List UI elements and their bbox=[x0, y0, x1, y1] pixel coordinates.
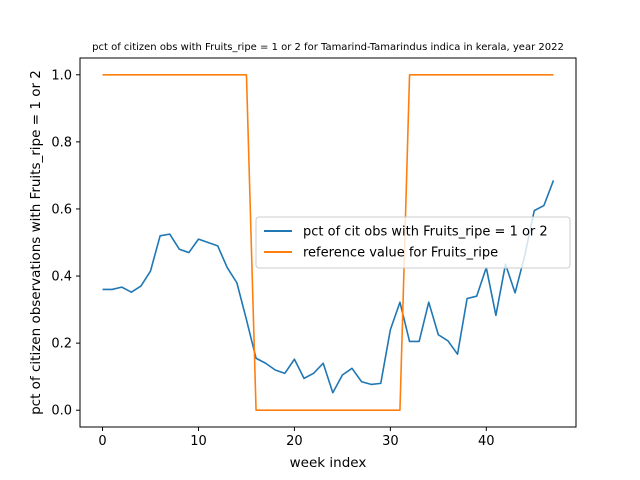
legend: pct of cit obs with Fruits_ripe = 1 or 2… bbox=[255, 216, 571, 269]
legend-label-1: reference value for Fruits_ripe bbox=[303, 246, 498, 261]
x-axis: 0 10 20 30 40 bbox=[98, 427, 495, 449]
x-axis-label: week index bbox=[290, 455, 367, 471]
y-tick-label-0: 0.0 bbox=[51, 404, 72, 419]
y-axis-label: pct of citizen observations with Fruits_… bbox=[28, 70, 44, 415]
y-tick-label-4: 0.8 bbox=[51, 135, 72, 150]
x-tick-label-2: 20 bbox=[286, 434, 303, 449]
x-tick-label-0: 0 bbox=[98, 434, 106, 449]
y-tick-label-1: 0.2 bbox=[51, 337, 72, 352]
y-axis: 0.0 0.2 0.4 0.6 0.8 1.0 bbox=[51, 68, 80, 419]
x-tick-label-1: 10 bbox=[190, 434, 207, 449]
legend-frame bbox=[255, 216, 571, 269]
x-tick-label-3: 30 bbox=[382, 434, 399, 449]
y-tick-label-2: 0.4 bbox=[51, 270, 72, 285]
series-line-1 bbox=[102, 73, 554, 412]
legend-label-0: pct of cit obs with Fruits_ripe = 1 or 2 bbox=[303, 225, 548, 240]
y-tick-label-5: 1.0 bbox=[51, 68, 72, 83]
plot-area bbox=[102, 73, 555, 412]
y-tick-label-3: 0.6 bbox=[51, 202, 72, 217]
x-tick-label-4: 40 bbox=[478, 434, 495, 449]
series-line-0 bbox=[102, 180, 555, 394]
plot-frame bbox=[79, 57, 577, 428]
chart-title: pct of citizen obs with Fruits_ripe = 1 … bbox=[92, 42, 564, 53]
